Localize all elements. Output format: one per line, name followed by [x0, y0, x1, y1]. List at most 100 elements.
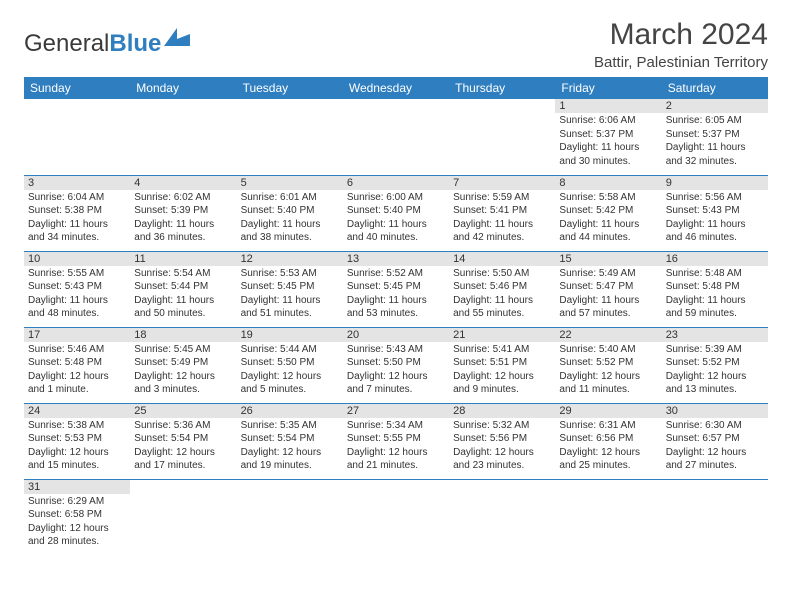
day-details: Sunrise: 6:01 AMSunset: 5:40 PMDaylight:…	[237, 190, 343, 248]
calendar-day-cell: 22Sunrise: 5:40 AMSunset: 5:52 PMDayligh…	[555, 327, 661, 403]
daylight-text: Daylight: 11 hours and 59 minutes.	[666, 294, 764, 321]
sunset-text: Sunset: 5:39 PM	[134, 204, 232, 218]
sunset-text: Sunset: 5:38 PM	[28, 204, 126, 218]
sunrise-text: Sunrise: 5:39 AM	[666, 343, 764, 357]
sunset-text: Sunset: 5:50 PM	[241, 356, 339, 370]
sunset-text: Sunset: 5:44 PM	[134, 280, 232, 294]
calendar-day-cell: 15Sunrise: 5:49 AMSunset: 5:47 PMDayligh…	[555, 251, 661, 327]
day-number: 3	[24, 176, 130, 190]
day-details: Sunrise: 5:44 AMSunset: 5:50 PMDaylight:…	[237, 342, 343, 400]
calendar-day-cell: 3Sunrise: 6:04 AMSunset: 5:38 PMDaylight…	[24, 175, 130, 251]
day-details: Sunrise: 5:41 AMSunset: 5:51 PMDaylight:…	[449, 342, 555, 400]
sunrise-text: Sunrise: 5:41 AM	[453, 343, 551, 357]
logo-text-blue: Blue	[109, 30, 161, 58]
sunrise-text: Sunrise: 6:01 AM	[241, 191, 339, 205]
sunrise-text: Sunrise: 6:31 AM	[559, 419, 657, 433]
sunset-text: Sunset: 5:48 PM	[666, 280, 764, 294]
calendar-day-cell: 17Sunrise: 5:46 AMSunset: 5:48 PMDayligh…	[24, 327, 130, 403]
daylight-text: Daylight: 12 hours and 17 minutes.	[134, 446, 232, 473]
daylight-text: Daylight: 11 hours and 46 minutes.	[666, 218, 764, 245]
calendar-day-cell	[237, 479, 343, 555]
calendar-week-row: 24Sunrise: 5:38 AMSunset: 5:53 PMDayligh…	[24, 403, 768, 479]
calendar-day-cell: 8Sunrise: 5:58 AMSunset: 5:42 PMDaylight…	[555, 175, 661, 251]
sunrise-text: Sunrise: 5:55 AM	[28, 267, 126, 281]
day-number: 28	[449, 404, 555, 418]
day-details: Sunrise: 5:55 AMSunset: 5:43 PMDaylight:…	[24, 266, 130, 324]
sunset-text: Sunset: 5:43 PM	[28, 280, 126, 294]
sunrise-text: Sunrise: 6:29 AM	[28, 495, 126, 509]
day-details: Sunrise: 5:38 AMSunset: 5:53 PMDaylight:…	[24, 418, 130, 476]
sunset-text: Sunset: 5:45 PM	[347, 280, 445, 294]
sunrise-text: Sunrise: 5:48 AM	[666, 267, 764, 281]
sunrise-text: Sunrise: 5:58 AM	[559, 191, 657, 205]
sunrise-text: Sunrise: 5:43 AM	[347, 343, 445, 357]
daylight-text: Daylight: 12 hours and 1 minute.	[28, 370, 126, 397]
sunset-text: Sunset: 5:55 PM	[347, 432, 445, 446]
day-number: 5	[237, 176, 343, 190]
header: GeneralBlue March 2024 Battir, Palestini…	[24, 18, 768, 71]
day-number: 15	[555, 252, 661, 266]
day-details: Sunrise: 5:36 AMSunset: 5:54 PMDaylight:…	[130, 418, 236, 476]
day-details: Sunrise: 5:32 AMSunset: 5:56 PMDaylight:…	[449, 418, 555, 476]
day-details: Sunrise: 6:31 AMSunset: 6:56 PMDaylight:…	[555, 418, 661, 476]
day-details: Sunrise: 6:05 AMSunset: 5:37 PMDaylight:…	[662, 113, 768, 171]
day-details: Sunrise: 6:00 AMSunset: 5:40 PMDaylight:…	[343, 190, 449, 248]
day-number: 10	[24, 252, 130, 266]
daylight-text: Daylight: 11 hours and 48 minutes.	[28, 294, 126, 321]
day-number: 30	[662, 404, 768, 418]
sunset-text: Sunset: 5:41 PM	[453, 204, 551, 218]
daylight-text: Daylight: 12 hours and 27 minutes.	[666, 446, 764, 473]
daylight-text: Daylight: 11 hours and 34 minutes.	[28, 218, 126, 245]
calendar-day-cell: 31Sunrise: 6:29 AMSunset: 6:58 PMDayligh…	[24, 479, 130, 555]
month-title: March 2024	[594, 18, 768, 52]
calendar-day-cell	[343, 99, 449, 175]
calendar-day-cell	[237, 99, 343, 175]
day-number: 16	[662, 252, 768, 266]
day-header: Tuesday	[237, 77, 343, 99]
day-number: 11	[130, 252, 236, 266]
day-number: 18	[130, 328, 236, 342]
day-number: 6	[343, 176, 449, 190]
day-number: 13	[343, 252, 449, 266]
daylight-text: Daylight: 12 hours and 28 minutes.	[28, 522, 126, 549]
sunset-text: Sunset: 5:52 PM	[559, 356, 657, 370]
daylight-text: Daylight: 12 hours and 11 minutes.	[559, 370, 657, 397]
calendar-day-cell: 7Sunrise: 5:59 AMSunset: 5:41 PMDaylight…	[449, 175, 555, 251]
day-number: 12	[237, 252, 343, 266]
day-details: Sunrise: 5:39 AMSunset: 5:52 PMDaylight:…	[662, 342, 768, 400]
location: Battir, Palestinian Territory	[594, 54, 768, 71]
day-number: 8	[555, 176, 661, 190]
calendar-day-cell: 14Sunrise: 5:50 AMSunset: 5:46 PMDayligh…	[449, 251, 555, 327]
day-number: 20	[343, 328, 449, 342]
day-details: Sunrise: 5:35 AMSunset: 5:54 PMDaylight:…	[237, 418, 343, 476]
day-details: Sunrise: 5:53 AMSunset: 5:45 PMDaylight:…	[237, 266, 343, 324]
calendar-day-cell	[555, 479, 661, 555]
calendar-day-cell: 24Sunrise: 5:38 AMSunset: 5:53 PMDayligh…	[24, 403, 130, 479]
sunset-text: Sunset: 5:50 PM	[347, 356, 445, 370]
calendar-day-cell: 28Sunrise: 5:32 AMSunset: 5:56 PMDayligh…	[449, 403, 555, 479]
daylight-text: Daylight: 11 hours and 55 minutes.	[453, 294, 551, 321]
sunrise-text: Sunrise: 5:54 AM	[134, 267, 232, 281]
calendar-day-cell	[662, 479, 768, 555]
calendar-day-cell	[449, 99, 555, 175]
day-header: Friday	[555, 77, 661, 99]
sunrise-text: Sunrise: 5:32 AM	[453, 419, 551, 433]
sunset-text: Sunset: 5:52 PM	[666, 356, 764, 370]
daylight-text: Daylight: 11 hours and 38 minutes.	[241, 218, 339, 245]
day-number: 21	[449, 328, 555, 342]
calendar-day-cell: 27Sunrise: 5:34 AMSunset: 5:55 PMDayligh…	[343, 403, 449, 479]
calendar-day-cell: 10Sunrise: 5:55 AMSunset: 5:43 PMDayligh…	[24, 251, 130, 327]
calendar-day-cell	[130, 99, 236, 175]
sunset-text: Sunset: 5:37 PM	[559, 128, 657, 142]
sunrise-text: Sunrise: 5:35 AM	[241, 419, 339, 433]
sunrise-text: Sunrise: 5:59 AM	[453, 191, 551, 205]
calendar-body: 1Sunrise: 6:06 AMSunset: 5:37 PMDaylight…	[24, 99, 768, 555]
sunrise-text: Sunrise: 6:04 AM	[28, 191, 126, 205]
calendar-day-cell: 13Sunrise: 5:52 AMSunset: 5:45 PMDayligh…	[343, 251, 449, 327]
day-number: 2	[662, 99, 768, 113]
calendar-day-cell: 2Sunrise: 6:05 AMSunset: 5:37 PMDaylight…	[662, 99, 768, 175]
calendar-day-cell: 18Sunrise: 5:45 AMSunset: 5:49 PMDayligh…	[130, 327, 236, 403]
calendar-day-cell: 1Sunrise: 6:06 AMSunset: 5:37 PMDaylight…	[555, 99, 661, 175]
daylight-text: Daylight: 11 hours and 53 minutes.	[347, 294, 445, 321]
day-details: Sunrise: 5:49 AMSunset: 5:47 PMDaylight:…	[555, 266, 661, 324]
